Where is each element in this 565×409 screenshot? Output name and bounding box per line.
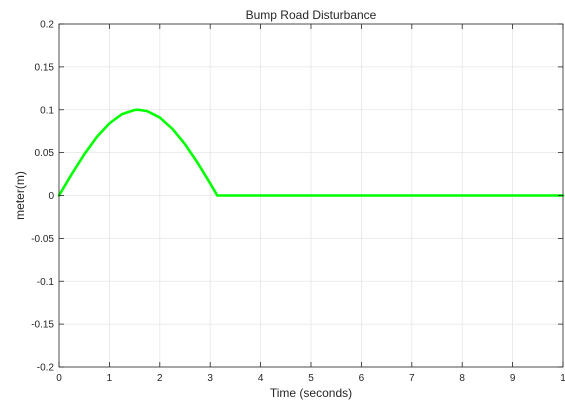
y-tick-label: 0.05 (35, 148, 55, 159)
x-axis-label: Time (seconds) (270, 386, 352, 400)
x-tick-label: 8 (459, 373, 465, 384)
x-tick-label: 2 (157, 373, 163, 384)
x-tick-label: 0 (56, 373, 62, 384)
y-tick-label: 0.1 (40, 105, 54, 116)
x-tick-label: 5 (308, 373, 314, 384)
series-line (57, 108, 565, 197)
x-tick-label: 4 (258, 373, 264, 384)
y-tick-label: -0.05 (31, 234, 54, 245)
x-tick-label: 6 (359, 373, 365, 384)
series-layer (57, 108, 565, 197)
x-tick-label: 9 (510, 373, 516, 384)
x-tick-label: 7 (409, 373, 415, 384)
ticks: 0 1 2 3 4 5 6 7 8 9 1 -0.2 -0.15 -0.1 -0.05 0 0.05 0.1 0.1… (31, 20, 565, 385)
y-tick-label: 0 (48, 191, 54, 202)
y-tick-label: -0.2 (37, 363, 55, 374)
y-tick-label: -0.15 (31, 320, 54, 331)
y-axis-label: meter(m) (13, 171, 27, 220)
x-tick-label: 1 (107, 373, 113, 384)
chart-title: Bump Road Disturbance (246, 8, 377, 22)
y-tick-label: 0.2 (40, 20, 54, 31)
x-tick-label: 3 (207, 373, 213, 384)
x-tick-label: 1 (560, 373, 565, 384)
y-tick-label: -0.1 (37, 277, 55, 288)
y-tick-label: 0.15 (35, 62, 55, 73)
